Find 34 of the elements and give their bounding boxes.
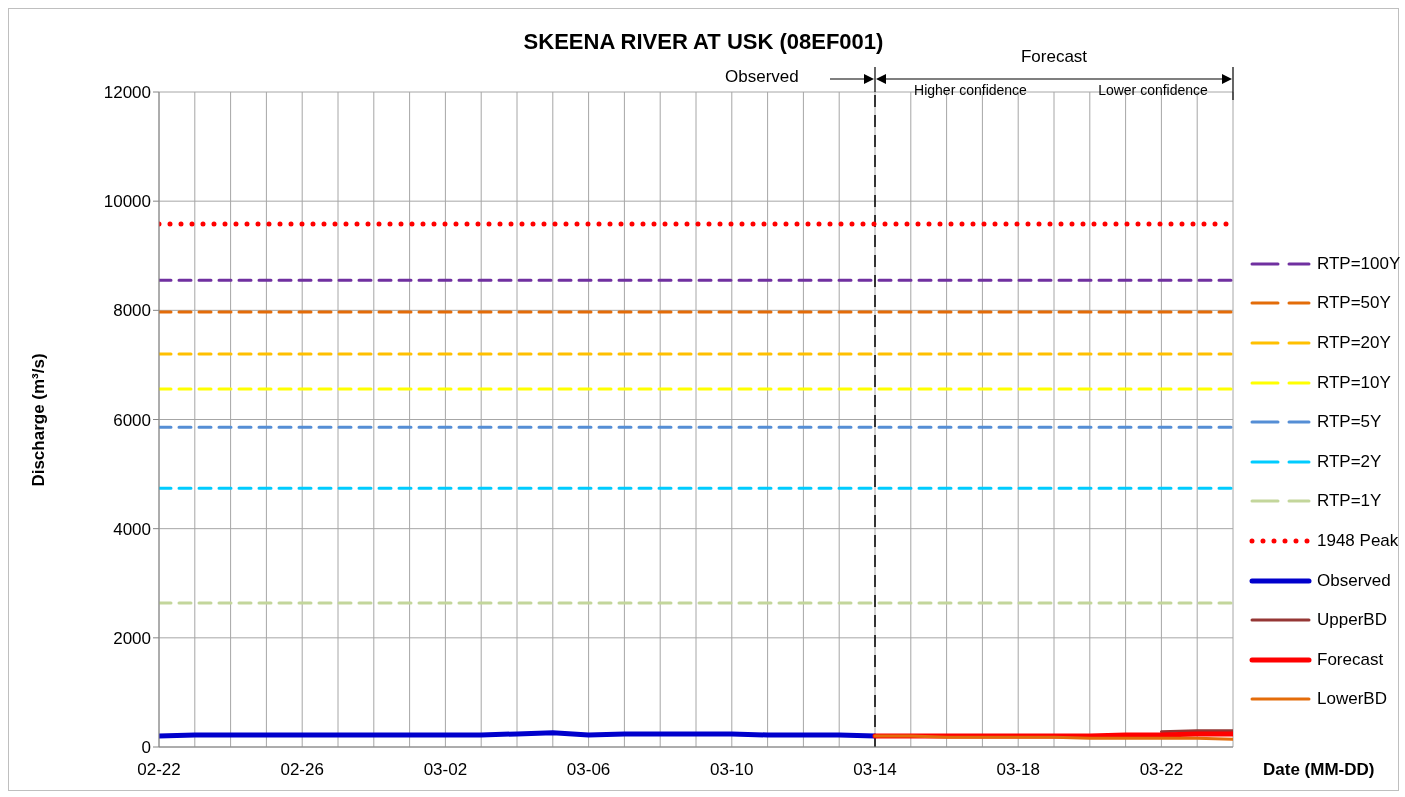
annotation: Lower confidence: [1097, 82, 1209, 98]
x-tick-label: 02-22: [137, 760, 181, 780]
text: Observed: [725, 67, 799, 87]
legend-label: UpperBD: [1317, 610, 1387, 631]
y-tick-label: 2000: [113, 628, 151, 648]
legend-label: 1948 Peak: [1317, 530, 1399, 551]
x-tick-label: 03-14: [853, 760, 897, 780]
x-tick-label: 03-22: [1139, 760, 1184, 780]
legend-label: RTP=100Y: [1317, 253, 1401, 274]
legend-label: Observed: [1317, 570, 1391, 591]
legend-label: RTP=2Y: [1317, 451, 1382, 472]
x-tick-label: 02-26: [280, 760, 324, 780]
y-tick-label: 6000: [113, 410, 151, 430]
legend-label: RTP=50Y: [1317, 293, 1391, 314]
y-tick-label: 0: [141, 738, 151, 758]
y-axis-title: Discharge (m³/s): [29, 352, 49, 487]
y-tick-label: 8000: [113, 301, 151, 321]
x-tick-label: 03-06: [566, 760, 611, 780]
legend-label: LowerBD: [1317, 689, 1387, 710]
y-tick-label: 12000: [103, 83, 151, 103]
chart-title: SKEENA RIVER AT USK (08EF001): [523, 29, 884, 54]
legend-label: RTP=5Y: [1317, 412, 1382, 433]
text: Forecast: [1019, 47, 1089, 67]
x-tick-label: 03-18: [996, 760, 1040, 780]
x-tick-label: 03-10: [710, 760, 754, 780]
y-tick-label: 10000: [103, 192, 151, 212]
legend-label: RTP=10Y: [1317, 372, 1391, 393]
legend-label: RTP=1Y: [1317, 491, 1382, 512]
legend-label: Forecast: [1317, 649, 1384, 670]
y-tick-label: 4000: [113, 519, 151, 539]
annotation: Higher confidence: [913, 82, 1028, 98]
x-tick-label: 03-02: [423, 760, 468, 780]
legend-label: RTP=20Y: [1317, 332, 1391, 353]
x-axis-title: Date (MM-DD): [1263, 760, 1375, 780]
